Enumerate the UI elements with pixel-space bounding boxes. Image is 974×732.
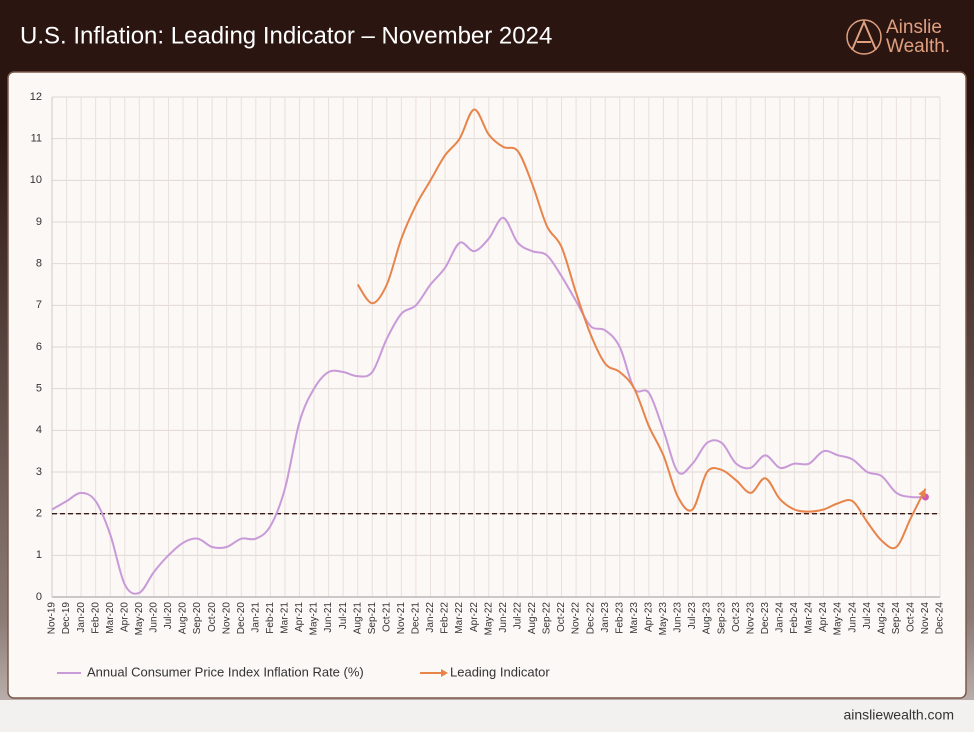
- x-tick-label: Oct-20: [207, 602, 218, 632]
- x-tick-label: Aug-23: [702, 602, 713, 635]
- x-tick-label: Jan-24: [775, 602, 786, 633]
- x-tick-label: Dec-19: [61, 602, 72, 635]
- y-tick-label: 5: [36, 383, 42, 395]
- x-tick-label: Nov-21: [396, 602, 407, 635]
- chart-panel: [7, 71, 967, 699]
- y-tick-label: 10: [30, 174, 42, 186]
- x-tick-label: Apr-23: [643, 602, 654, 632]
- x-tick-label: Jul-23: [687, 602, 698, 630]
- x-tick-label: Jun-22: [498, 602, 509, 633]
- x-tick-label: Jun-20: [149, 602, 160, 633]
- x-tick-label: Feb-22: [440, 602, 451, 634]
- x-tick-label: Feb-21: [265, 602, 276, 634]
- y-tick-label: 7: [36, 299, 42, 311]
- y-tick-label: 8: [36, 258, 42, 270]
- x-tick-label: Dec-20: [236, 602, 247, 635]
- x-tick-label: Feb-23: [614, 602, 625, 634]
- x-tick-label: Oct-23: [731, 602, 742, 632]
- x-tick-label: Oct-22: [556, 602, 567, 632]
- legend-label: Leading Indicator: [450, 664, 550, 679]
- x-tick-label: Jan-23: [600, 602, 611, 633]
- x-tick-label: May-21: [309, 602, 320, 636]
- x-tick-label: May-20: [134, 602, 145, 636]
- logo-ring: [846, 19, 882, 55]
- x-tick-label: May-23: [658, 602, 669, 636]
- y-tick-label: 0: [36, 591, 42, 603]
- y-tick-label: 1: [36, 549, 42, 561]
- x-tick-label: Nov-24: [920, 602, 931, 635]
- x-tick-label: Mar-21: [280, 602, 291, 634]
- x-tick-label: Oct-24: [906, 602, 917, 632]
- legend-label: Annual Consumer Price Index Inflation Ra…: [87, 664, 364, 679]
- x-tick-label: Dec-23: [760, 602, 771, 635]
- x-tick-label: Feb-24: [789, 602, 800, 634]
- end-arrow: [918, 488, 926, 498]
- logo-icon: [851, 19, 877, 51]
- x-tick-label: Jul-21: [338, 602, 349, 630]
- x-tick-label: Jun-23: [673, 602, 684, 633]
- legend-arrow: [441, 669, 448, 677]
- x-tick-label: May-24: [833, 602, 844, 636]
- header-bar: [0, 0, 974, 70]
- y-tick-label: 2: [36, 508, 42, 520]
- x-tick-label: Apr-24: [818, 602, 829, 632]
- x-tick-label: Feb-20: [90, 602, 101, 634]
- x-tick-label: Jul-24: [862, 602, 873, 630]
- x-tick-label: Nov-19: [47, 602, 58, 635]
- x-tick-label: Jun-24: [847, 602, 858, 633]
- x-tick-label: Jan-21: [250, 602, 261, 633]
- y-tick-label: 4: [36, 424, 42, 436]
- x-tick-label: Aug-24: [876, 602, 887, 635]
- x-tick-label: Mar-24: [804, 602, 815, 634]
- y-tick-label: 12: [30, 91, 42, 103]
- x-tick-label: Sep-20: [192, 602, 203, 635]
- logo-text: Wealth.: [886, 36, 950, 57]
- x-tick-label: Jan-22: [425, 602, 436, 633]
- page-title: U.S. Inflation: Leading Indicator – Nove…: [20, 22, 552, 49]
- x-tick-label: Sep-23: [716, 602, 727, 635]
- x-tick-label: Sep-24: [891, 602, 902, 635]
- x-tick-label: Dec-21: [411, 602, 422, 635]
- x-tick-label: Mar-22: [454, 602, 465, 634]
- series-line: [356, 108, 927, 550]
- x-tick-label: Mar-20: [105, 602, 116, 634]
- x-tick-label: Apr-20: [119, 602, 130, 632]
- x-tick-label: Apr-22: [469, 602, 480, 632]
- x-tick-label: May-22: [483, 602, 494, 636]
- x-tick-label: Aug-21: [352, 602, 363, 635]
- x-tick-label: Dec-24: [935, 602, 946, 635]
- y-tick-label: 6: [36, 341, 42, 353]
- x-tick-label: Mar-23: [629, 602, 640, 634]
- y-tick-label: 3: [36, 466, 42, 478]
- logo: Ainslie Wealth.: [846, 17, 950, 57]
- x-tick-label: Oct-21: [381, 602, 392, 632]
- x-tick-label: Jun-21: [323, 602, 334, 633]
- x-tick-label: Aug-20: [178, 602, 189, 635]
- x-tick-label: Aug-22: [527, 602, 538, 635]
- x-tick-label: Dec-22: [585, 602, 596, 635]
- y-tick-label: 11: [31, 133, 42, 145]
- x-tick-label: Sep-21: [367, 602, 378, 635]
- x-tick-label: Apr-21: [294, 602, 305, 632]
- x-tick-label: Jul-22: [512, 602, 523, 630]
- x-tick-label: Nov-20: [221, 602, 232, 635]
- x-tick-label: Jul-20: [163, 602, 174, 630]
- x-tick-label: Jan-20: [76, 602, 87, 633]
- x-tick-label: Nov-22: [571, 602, 582, 635]
- logo-text: Ainslie: [886, 17, 942, 38]
- x-tick-label: Nov-23: [745, 602, 756, 635]
- y-tick-label: 9: [36, 216, 42, 228]
- footer-url: ainsliewealth.com: [844, 707, 955, 723]
- series-line: [51, 216, 926, 595]
- x-tick-label: Sep-22: [542, 602, 553, 635]
